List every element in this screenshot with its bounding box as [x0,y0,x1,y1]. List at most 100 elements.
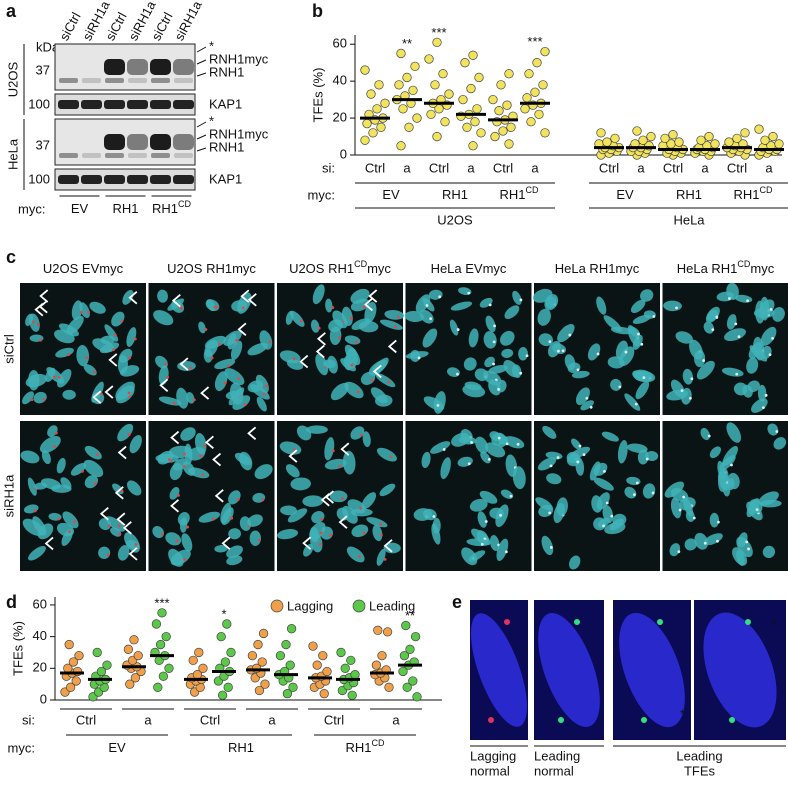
band-rnh1 [59,153,78,158]
data-point [411,62,420,71]
telomere [242,306,245,309]
data-point [258,658,267,667]
data-point [523,93,532,102]
telomere [218,343,221,346]
lane-label: siCtrl [56,10,83,43]
data-point [347,656,356,665]
data-point [189,656,198,665]
data-point [463,123,472,132]
telomere [120,320,123,323]
telomere [107,553,110,556]
myc-group-part: RH1 [499,187,525,202]
data-point [65,640,74,649]
y-tick-label: 0 [40,691,47,706]
band-rnh1 [82,78,101,83]
data-point [459,95,468,104]
telomere [717,521,720,524]
band-label: RNH1 [209,139,244,154]
x-tick-label: Ctrl [429,160,449,175]
column-title: U2OS RH1myc [167,261,256,276]
data-point [741,129,750,138]
telomere [350,364,353,367]
x-tick-label: Ctrl [200,712,220,727]
marker-size: 37 [36,137,50,152]
band-rnh1 [151,78,170,83]
band-kap1 [58,175,79,184]
y-tick-label: 20 [333,110,347,125]
telomere [397,315,400,318]
telomere-signal [657,619,663,625]
band-kap1 [173,175,194,184]
telomere [467,292,470,295]
telomere [357,391,360,394]
telomere [166,376,169,379]
telomere [693,517,696,520]
band-kap1 [173,100,194,109]
telomere [765,394,768,397]
telomere [338,465,341,468]
telomere [734,322,737,325]
band-rnh1 [151,153,170,158]
telomere [586,397,589,400]
telomere [112,348,115,351]
telomere [557,456,560,459]
band-kap1 [58,100,79,109]
panel-label: a [6,1,17,21]
telomere [34,510,37,513]
data-point [403,73,412,82]
telomere [55,432,58,435]
asterisk: * [680,706,685,721]
telomere [186,526,189,529]
telomere [293,357,296,360]
data-point [461,58,470,67]
telomere [118,525,121,528]
telomere [205,328,208,331]
telomere [548,340,551,343]
telomere [519,372,522,375]
telomere [618,385,621,388]
telomere [268,341,271,344]
example-label: normal [470,763,510,778]
y-tick-label: 40 [33,628,47,643]
telomere [716,540,719,543]
band-kap1 [150,100,171,109]
myc-group-part: CD [178,199,191,209]
x-tick-label: a [467,160,475,175]
telomere [485,520,488,523]
significance: *** [154,595,169,610]
micrograph [404,283,531,415]
data-point [661,134,670,143]
telomere [520,298,523,301]
telomere [53,375,56,378]
band-pointer [197,47,206,52]
significance: * [221,606,226,621]
telomere [711,328,714,331]
myc-group-part: RH1 [228,740,254,755]
telomere-signal [504,619,510,625]
data-point [323,667,332,676]
band-kap1 [127,175,148,184]
x-tick-label: Ctrl [727,160,747,175]
data-point [603,138,612,147]
data-point [286,661,295,670]
telomere [679,509,682,512]
band-kap1 [127,100,148,109]
myc-group-part: CD [760,185,773,195]
telomere [642,376,645,379]
telomere-signal [745,619,751,625]
micrograph [149,421,276,571]
myc-group: RH1CD [345,738,385,755]
data-point [254,640,263,649]
data-point [675,138,684,147]
band-pointer [197,73,206,76]
telomere [263,392,266,395]
x-tick-label: a [531,160,539,175]
telomere [677,550,680,553]
band-rnh1myc [127,59,148,75]
band-label: RNH1 [209,64,244,79]
data-point [775,140,784,149]
x-tick-label: a [144,712,152,727]
telomere [199,454,202,457]
telomere [183,465,186,468]
data-point [439,69,448,78]
